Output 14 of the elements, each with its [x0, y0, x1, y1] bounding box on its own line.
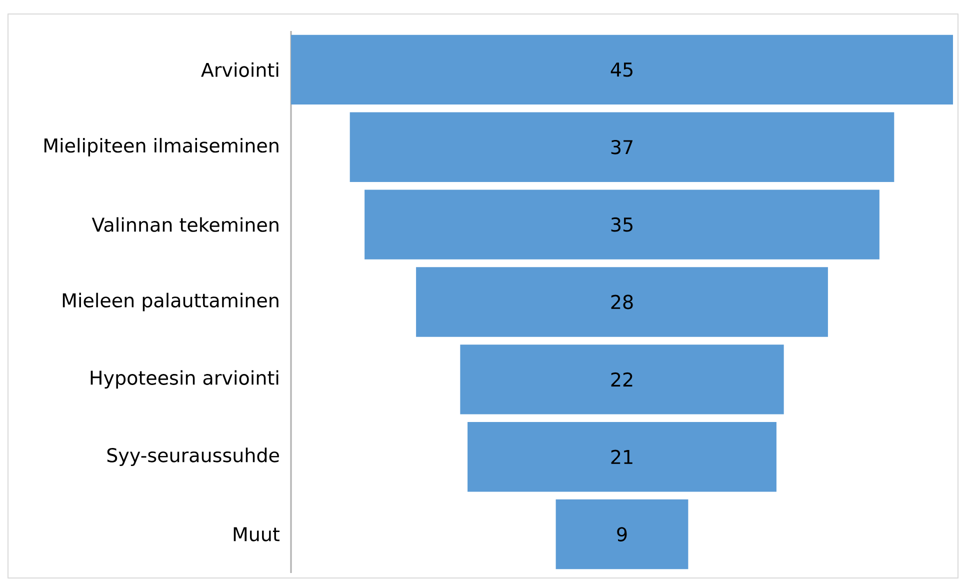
- category-label: Valinnan tekeminen: [92, 217, 278, 232]
- data-label: 35: [611, 217, 632, 232]
- category-label: Hypoteesin arviointi: [90, 370, 278, 389]
- category-label: Arviointi: [201, 62, 278, 78]
- data-label: 45: [610, 62, 632, 77]
- data-label: 22: [611, 372, 632, 386]
- category-label: Muut: [234, 527, 280, 542]
- data-label: 37: [611, 140, 632, 154]
- category-label: Mieleen palauttaminen: [62, 292, 278, 312]
- data-label: 9: [617, 527, 627, 542]
- data-label: 21: [611, 450, 632, 464]
- data-label: 28: [611, 294, 633, 310]
- category-label: Mielipiteen ilmaiseminen: [44, 138, 278, 156]
- category-label: Syy-seuraussuhde: [107, 448, 279, 466]
